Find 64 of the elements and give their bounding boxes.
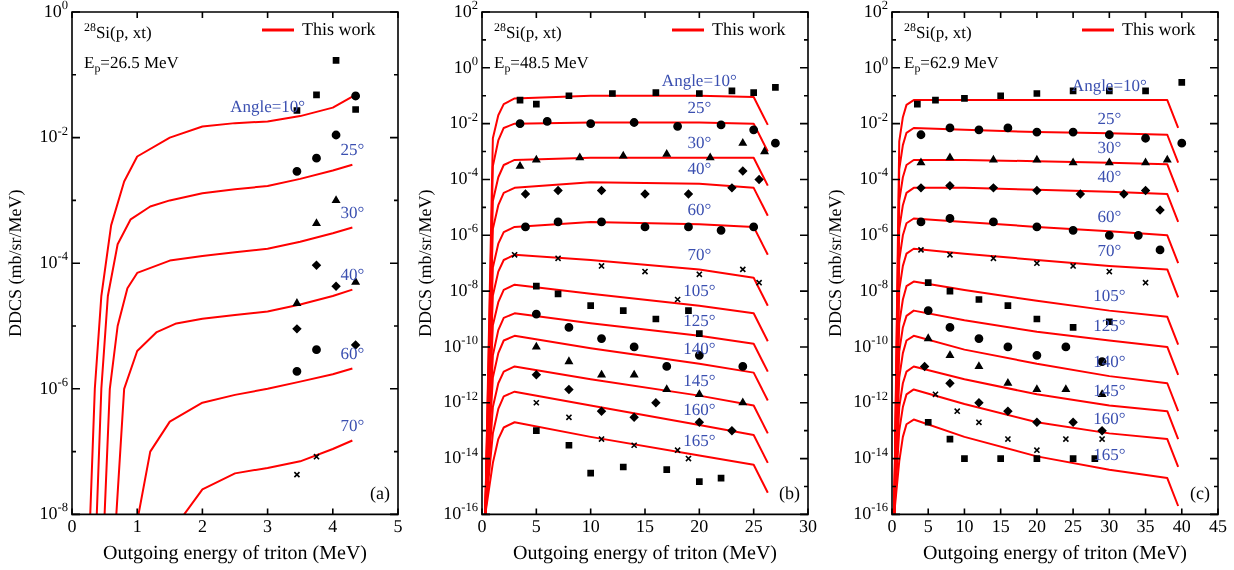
annotation: 25° — [340, 139, 365, 160]
x-tick-label: 0 — [67, 515, 78, 536]
annotation: Angle=10° — [1071, 74, 1147, 95]
annotation: 40° — [687, 158, 712, 179]
x-tick-label: 35 — [1136, 515, 1156, 536]
annotation: 105° — [1093, 285, 1126, 306]
annotation: 145° — [1093, 379, 1126, 400]
x-tick-label: 0 — [887, 515, 898, 536]
x-tick-label: 45 — [1209, 515, 1228, 536]
x-tick-label: 5 — [393, 515, 404, 536]
y-axis-title: DDCS (mb/sr/MeV) — [824, 189, 845, 337]
annotation: (a) — [370, 483, 391, 504]
annotation: 40° — [340, 264, 365, 285]
x-tick-label: 1 — [132, 515, 142, 536]
annotation: 140° — [683, 338, 716, 359]
x-tick-label: 4 — [328, 515, 339, 536]
annotation: 30° — [687, 132, 712, 153]
annotation: 70° — [340, 415, 365, 436]
x-tick-label: 2 — [197, 515, 207, 536]
annotation: 165° — [683, 429, 716, 450]
x-tick-label: 30 — [799, 515, 818, 536]
annotation: 25° — [1097, 107, 1122, 128]
annotation: Angle=10° — [230, 96, 306, 117]
annotation: 30° — [340, 201, 365, 222]
x-tick-label: 3 — [263, 515, 274, 536]
annotation: (b) — [779, 483, 801, 504]
annotation: 125° — [683, 310, 716, 331]
annotation: 125° — [1093, 314, 1126, 335]
annotation: Angle=10° — [661, 70, 737, 91]
x-tick-label: 15 — [636, 515, 655, 536]
legend-label: This work — [712, 18, 787, 39]
x-tick-label: 20 — [690, 515, 710, 536]
x-tick-label: 0 — [477, 515, 488, 536]
x-axis-title: Outgoing energy of triton (MeV) — [102, 543, 368, 566]
annotation: 60° — [687, 198, 712, 219]
annotation: 60° — [340, 343, 365, 364]
annotation: 165° — [1093, 444, 1126, 465]
annotation: 145° — [683, 370, 716, 391]
y-axis-title: DDCS (mb/sr/MeV) — [414, 189, 435, 337]
legend-label: This work — [302, 18, 377, 39]
annotation: 40° — [1097, 166, 1122, 187]
x-tick-label: 5 — [923, 515, 934, 536]
annotation: 70° — [1097, 240, 1122, 261]
annotation: 160° — [683, 399, 716, 420]
annotation: (c) — [1190, 483, 1211, 504]
x-tick-label: 15 — [991, 515, 1011, 536]
x-axis-title: Outgoing energy of triton (MeV) — [922, 543, 1188, 566]
annotation: 70° — [687, 243, 712, 264]
legend-label: This work — [1122, 18, 1197, 39]
annotation: 25° — [687, 96, 712, 117]
x-tick-label: 40 — [1172, 515, 1192, 536]
annotation: 160° — [1093, 407, 1126, 428]
annotation: 30° — [1097, 137, 1122, 158]
x-tick-label: 30 — [1100, 515, 1120, 536]
x-tick-label: 5 — [531, 515, 542, 536]
x-tick-label: 20 — [1027, 515, 1047, 536]
annotation: 60° — [1097, 205, 1122, 226]
annotation: 105° — [683, 280, 716, 301]
y-axis-title: DDCS (mb/sr/MeV) — [4, 189, 25, 337]
x-tick-label: 10 — [955, 515, 975, 536]
x-tick-label: 10 — [581, 515, 601, 536]
x-tick-label: 25 — [744, 515, 764, 536]
x-tick-label: 25 — [1064, 515, 1084, 536]
x-axis-title: Outgoing energy of triton (MeV) — [512, 543, 778, 566]
